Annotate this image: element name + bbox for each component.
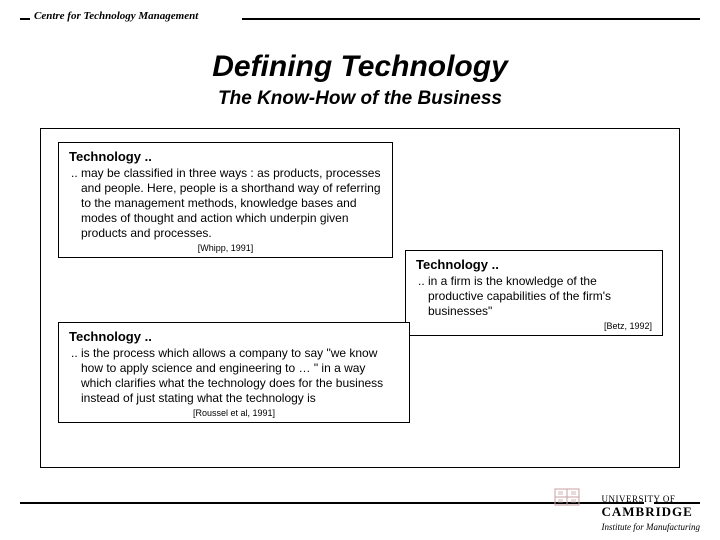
- header-rule-right: [242, 18, 700, 20]
- quote-heading: Technology ..: [416, 257, 652, 272]
- page-subtitle: The Know-How of the Business: [0, 88, 720, 110]
- quote-heading: Technology ..: [69, 149, 382, 164]
- quote-card-betz: Technology .. .. in a firm is the knowle…: [405, 250, 663, 336]
- quote-body: .. may be classified in three ways : as …: [69, 166, 382, 241]
- header-rule-left: [20, 18, 30, 20]
- quote-citation: [Whipp, 1991]: [69, 243, 382, 253]
- header-centre-label: Centre for Technology Management: [34, 10, 198, 22]
- footer-rule-left: [20, 502, 644, 504]
- university-of-label: UNIVERSITY OF: [602, 494, 701, 504]
- page-title: Defining Technology: [0, 50, 720, 84]
- quote-heading: Technology ..: [69, 329, 399, 344]
- university-crest-icon: [554, 488, 580, 510]
- quote-card-roussel: Technology .. .. is the process which al…: [58, 322, 410, 423]
- slide: Centre for Technology Management Definin…: [0, 0, 720, 540]
- quote-body: .. in a firm is the knowledge of the pro…: [416, 274, 652, 319]
- header-rule: Centre for Technology Management: [20, 12, 700, 26]
- quote-citation: [Betz, 1992]: [416, 321, 652, 331]
- quote-citation: [Roussel et al, 1991]: [69, 408, 399, 418]
- quote-card-whipp: Technology .. .. may be classified in th…: [58, 142, 393, 258]
- footer-attribution: UNIVERSITY OF CAMBRIDGE Institute for Ma…: [602, 494, 701, 532]
- footer-rule: [20, 502, 700, 504]
- quote-body: .. is the process which allows a company…: [69, 346, 399, 406]
- cambridge-label: CAMBRIDGE: [602, 504, 701, 520]
- institute-label: Institute for Manufacturing: [602, 522, 701, 532]
